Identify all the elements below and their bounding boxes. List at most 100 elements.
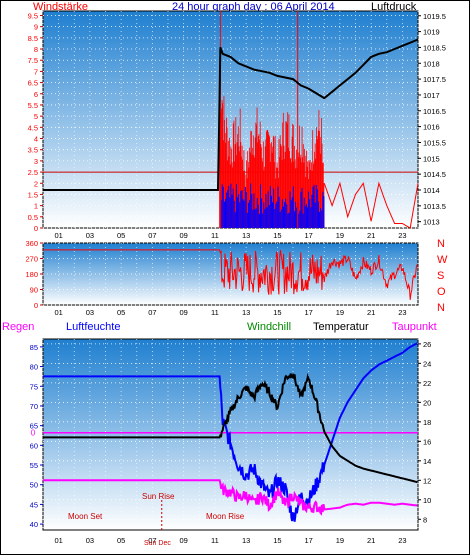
- panel-1-x-tick-label: 11: [211, 231, 219, 240]
- humidity-tick-label: 80: [30, 363, 38, 372]
- wind-tick-label: 4.5: [28, 123, 38, 132]
- compass-label: S: [437, 270, 444, 282]
- wind-tick-label: 2: [34, 179, 38, 188]
- pressure-tick-label: 1018.5: [423, 43, 446, 52]
- panel-1-x-tick-label: 19: [336, 231, 344, 240]
- chart-title: 24 hour graph day : 06 April 2014: [172, 1, 335, 13]
- panel-2-x-tick-label: 09: [179, 308, 187, 317]
- pressure-tick-label: 1018: [423, 59, 440, 68]
- sun-rise-annotation: Sun Rise: [142, 492, 175, 501]
- wind-tick-label: 0.5: [28, 213, 38, 222]
- compass-label: N: [437, 302, 445, 314]
- pressure-tick-label: 1017.5: [423, 75, 446, 84]
- panel-1-x-tick-label: 17: [304, 231, 312, 240]
- humidity-tick-label: 40: [30, 520, 38, 529]
- panel-1-x-tick-label: 13: [242, 231, 250, 240]
- temperature-line: [43, 372, 418, 484]
- direction-tick-label: 0: [34, 301, 38, 310]
- pressure-tick-label: 1017: [423, 91, 440, 100]
- panel-1-x-tick-label: 07: [148, 231, 156, 240]
- panel-2-x-tick-label: 11: [211, 308, 219, 317]
- moon-set-annotation: Moon Set: [68, 512, 103, 521]
- humidity-tick-label: 50: [30, 481, 38, 490]
- temperature-tick-label: 26: [423, 340, 431, 349]
- panel-2-x-tick-label: 15: [273, 308, 281, 317]
- wind-tick-label: 7: [34, 67, 38, 76]
- temperature-tick-label: 22: [423, 379, 431, 388]
- dewpoint-label: Taupunkt: [392, 321, 437, 333]
- humidity-tick-label: 85: [30, 343, 38, 352]
- sun-dec-annotation: Sun Dec: [144, 540, 171, 547]
- pressure-tick-label: 1016.5: [423, 107, 446, 116]
- wind-tick-label: 0: [34, 224, 38, 233]
- pressure-line: [43, 38, 419, 191]
- temperature-tick-label: 12: [423, 476, 431, 485]
- panel-1-x-tick-label: 01: [54, 231, 62, 240]
- humidity-line: [43, 342, 418, 522]
- direction-tick-label: 90: [30, 286, 38, 295]
- temperature-tick-label: 16: [423, 437, 431, 446]
- humidity-tick-label: 65: [30, 422, 38, 431]
- wind-mean-bars: [220, 183, 325, 228]
- pressure-tick-label: 1013: [423, 218, 440, 227]
- panel-1-x-tick-label: 05: [117, 231, 125, 240]
- compass-label: O: [437, 286, 446, 298]
- temperature-tick-label: 14: [423, 457, 431, 466]
- wind-tick-label: 6: [34, 90, 38, 99]
- panel-1-x-tick-label: 15: [273, 231, 281, 240]
- panel-2-x-tick-label: 03: [86, 308, 94, 317]
- temperature-tick-label: 10: [423, 496, 431, 505]
- humidity-tick-label: 45: [30, 500, 38, 509]
- wind-tick-label: 3: [34, 157, 38, 166]
- panel-2-x-tick-label: 17: [304, 308, 312, 317]
- humidity-tick-label: 60: [30, 441, 38, 450]
- pressure-tick-label: 1013.5: [423, 202, 446, 211]
- pressure-tick-label: 1014: [423, 186, 440, 195]
- panel-2-x-tick-label: 21: [367, 308, 375, 317]
- temperature-tick-label: 8: [423, 515, 427, 524]
- humidity-tick-label: 55: [30, 461, 38, 470]
- panel-3-x-tick-label: 13: [242, 536, 250, 545]
- panel-1-x-tick-label: 03: [86, 231, 94, 240]
- pressure-tick-label: 1014.5: [423, 170, 446, 179]
- direction-tick-label: 270: [25, 255, 38, 264]
- compass-label: N: [437, 238, 445, 250]
- rain-label: Regen: [2, 321, 35, 333]
- wind-late-series-line: [323, 181, 419, 229]
- panel-3-x-tick-label: 11: [211, 536, 219, 545]
- windchill-label: Windchill: [247, 321, 292, 333]
- wind-tick-label: 1: [34, 202, 38, 211]
- dewpoint-line: [43, 479, 418, 516]
- panel-3-x-tick-label: 21: [367, 536, 375, 545]
- temperature-tick-label: 24: [423, 359, 431, 368]
- panel-3-x-tick-label: 15: [273, 536, 281, 545]
- panel-1-x-tick-label: 21: [367, 231, 375, 240]
- pressure-axis-title: Luftdruck: [371, 1, 417, 13]
- panel-3-x-tick-label: 07: [148, 536, 156, 545]
- panel-2-x-tick-label: 05: [117, 308, 125, 317]
- panel-3-x-tick-label: 03: [86, 536, 94, 545]
- wind-tick-label: 8: [34, 45, 38, 54]
- panel-1-x-tick-label: 09: [179, 231, 187, 240]
- humidity-tick-label: 70: [30, 402, 38, 411]
- temperature-label: Temperatur: [313, 321, 369, 333]
- temperature-tick-label: 20: [423, 398, 431, 407]
- wind-tick-label: 6.5: [28, 79, 38, 88]
- panel-3-x-tick-label: 17: [304, 536, 312, 545]
- panel-2-x-tick-label: 07: [148, 308, 156, 317]
- wind-tick-label: 1.5: [28, 190, 38, 199]
- pressure-tick-label: 1019.5: [423, 12, 446, 21]
- panel-2-x-tick-label: 01: [54, 308, 62, 317]
- wind-axis-title: Windstärke: [33, 1, 89, 13]
- pressure-tick-label: 1019: [423, 28, 440, 37]
- panel-3-x-tick-label: 01: [54, 536, 62, 545]
- wind-tick-label: 9.5: [28, 11, 38, 20]
- wind-tick-label: 3.5: [28, 146, 38, 155]
- wind-tick-label: 2.5: [28, 168, 38, 177]
- wind-tick-label: 9: [34, 23, 38, 32]
- panel-2-x-tick-label: 23: [398, 308, 406, 317]
- moon-rise-annotation: Moon Rise: [206, 512, 245, 521]
- pressure-tick-label: 1015: [423, 154, 440, 163]
- rain-zero-label: 0: [31, 429, 36, 438]
- direction-tick-label: 360: [25, 239, 38, 248]
